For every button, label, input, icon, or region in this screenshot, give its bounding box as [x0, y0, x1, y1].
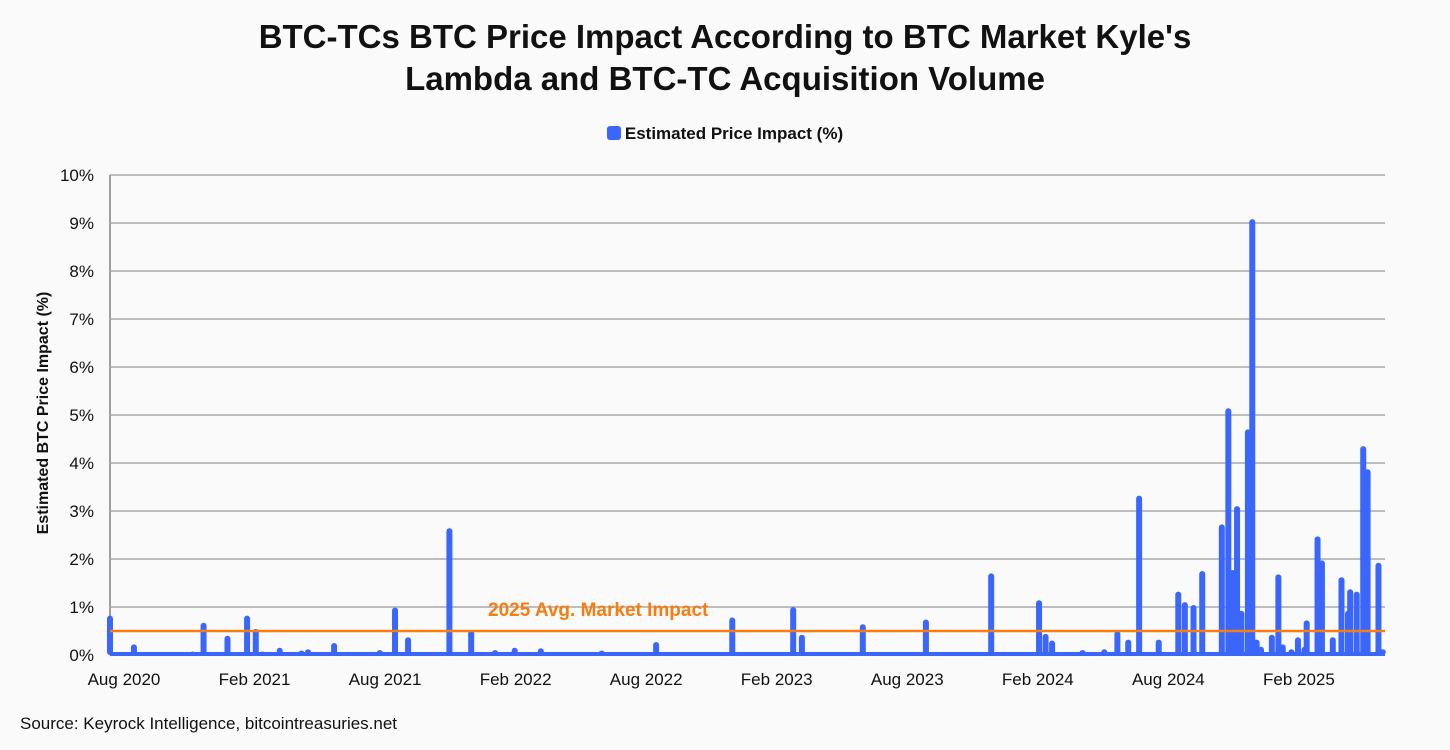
data-bar	[1136, 495, 1143, 655]
data-bar	[298, 650, 305, 655]
data-bar	[492, 650, 499, 655]
legend: Estimated Price Impact (%)	[0, 124, 1450, 144]
data-bar	[1275, 574, 1282, 655]
title-line-2: Lambda and BTC-TC Acquisition Volume	[405, 60, 1045, 97]
data-bar	[107, 615, 113, 655]
data-bar	[1318, 560, 1325, 655]
data-bar	[130, 644, 137, 655]
data-bar	[252, 629, 259, 655]
data-bar	[1114, 630, 1121, 655]
data-bar	[511, 647, 518, 655]
chart-title: BTC-TCs BTC Price Impact According to BT…	[0, 16, 1450, 100]
data-bar	[922, 619, 929, 655]
data-bar	[224, 635, 231, 655]
data-bar	[1279, 644, 1286, 655]
y-tick-label: 10%	[60, 166, 94, 185]
y-tick-label: 4%	[69, 454, 94, 473]
data-bar	[988, 573, 995, 655]
data-bar	[1101, 649, 1108, 655]
data-bar	[200, 622, 207, 655]
data-bar	[1364, 469, 1371, 655]
data-bar	[1347, 589, 1354, 655]
data-bar	[859, 624, 866, 655]
x-tick-label: Aug 2023	[871, 670, 944, 689]
data-bar	[1379, 649, 1386, 655]
data-bar	[1125, 639, 1132, 655]
data-bar	[244, 615, 251, 655]
data-bar	[1375, 562, 1382, 655]
data-bar	[537, 648, 544, 655]
data-bar	[1249, 219, 1256, 655]
data-bar	[1329, 637, 1336, 655]
data-bar	[1036, 600, 1043, 655]
y-tick-label: 1%	[69, 598, 94, 617]
data-bar	[1353, 591, 1360, 655]
source-note: Source: Keyrock Intelligence, bitcointre…	[20, 714, 398, 733]
x-tick-label: Aug 2024	[1132, 670, 1205, 689]
y-tick-label: 5%	[69, 406, 94, 425]
x-tick-label: Feb 2022	[480, 670, 552, 689]
y-tick-label: 6%	[69, 358, 94, 377]
data-bar	[189, 651, 196, 655]
data-bar	[1238, 610, 1245, 655]
data-bar	[1175, 591, 1182, 655]
data-bar	[468, 630, 475, 655]
y-tick-label: 9%	[69, 214, 94, 233]
data-bar	[1257, 646, 1264, 655]
avg-market-impact-label: 2025 Avg. Market Impact	[488, 600, 709, 621]
data-bar	[276, 647, 283, 655]
y-tick-label: 8%	[69, 262, 94, 281]
y-tick-label: 7%	[69, 310, 94, 329]
y-tick-label: 3%	[69, 502, 94, 521]
data-bar	[1338, 577, 1345, 655]
legend-swatch	[606, 126, 621, 140]
data-bar	[1288, 649, 1295, 655]
x-tick-label: Aug 2020	[88, 670, 161, 689]
data-bar	[331, 642, 338, 655]
data-bar	[798, 634, 805, 655]
data-bar	[1199, 570, 1206, 655]
data-bar	[729, 617, 736, 655]
data-bar	[405, 637, 412, 655]
data-bar	[376, 650, 383, 655]
x-tick-label: Feb 2023	[741, 670, 813, 689]
data-bar	[653, 642, 660, 655]
data-bar	[259, 651, 266, 655]
x-tick-label: Aug 2022	[610, 670, 683, 689]
data-bar	[1303, 620, 1310, 655]
data-bar	[1181, 602, 1188, 655]
data-bar	[1268, 634, 1275, 655]
data-bar	[1049, 640, 1056, 655]
data-bar	[339, 652, 346, 655]
data-bar	[1155, 639, 1162, 655]
title-line-1: BTC-TCs BTC Price Impact According to BT…	[258, 18, 1192, 55]
data-bar	[1294, 637, 1301, 655]
data-bar	[1042, 633, 1049, 655]
data-bar	[598, 650, 605, 655]
legend-label: Estimated Price Impact (%)	[624, 124, 844, 143]
y-tick-label: 2%	[69, 550, 94, 569]
data-bar	[1218, 524, 1225, 655]
x-tick-label: Feb 2024	[1002, 670, 1074, 689]
x-tick-label: Aug 2021	[349, 670, 422, 689]
x-tick-label: Feb 2025	[1263, 670, 1335, 689]
data-bar	[446, 528, 453, 655]
data-bar	[1079, 650, 1086, 655]
y-tick-label: 0%	[69, 646, 94, 665]
data-bar	[304, 649, 311, 655]
x-tick-label: Feb 2021	[219, 670, 291, 689]
